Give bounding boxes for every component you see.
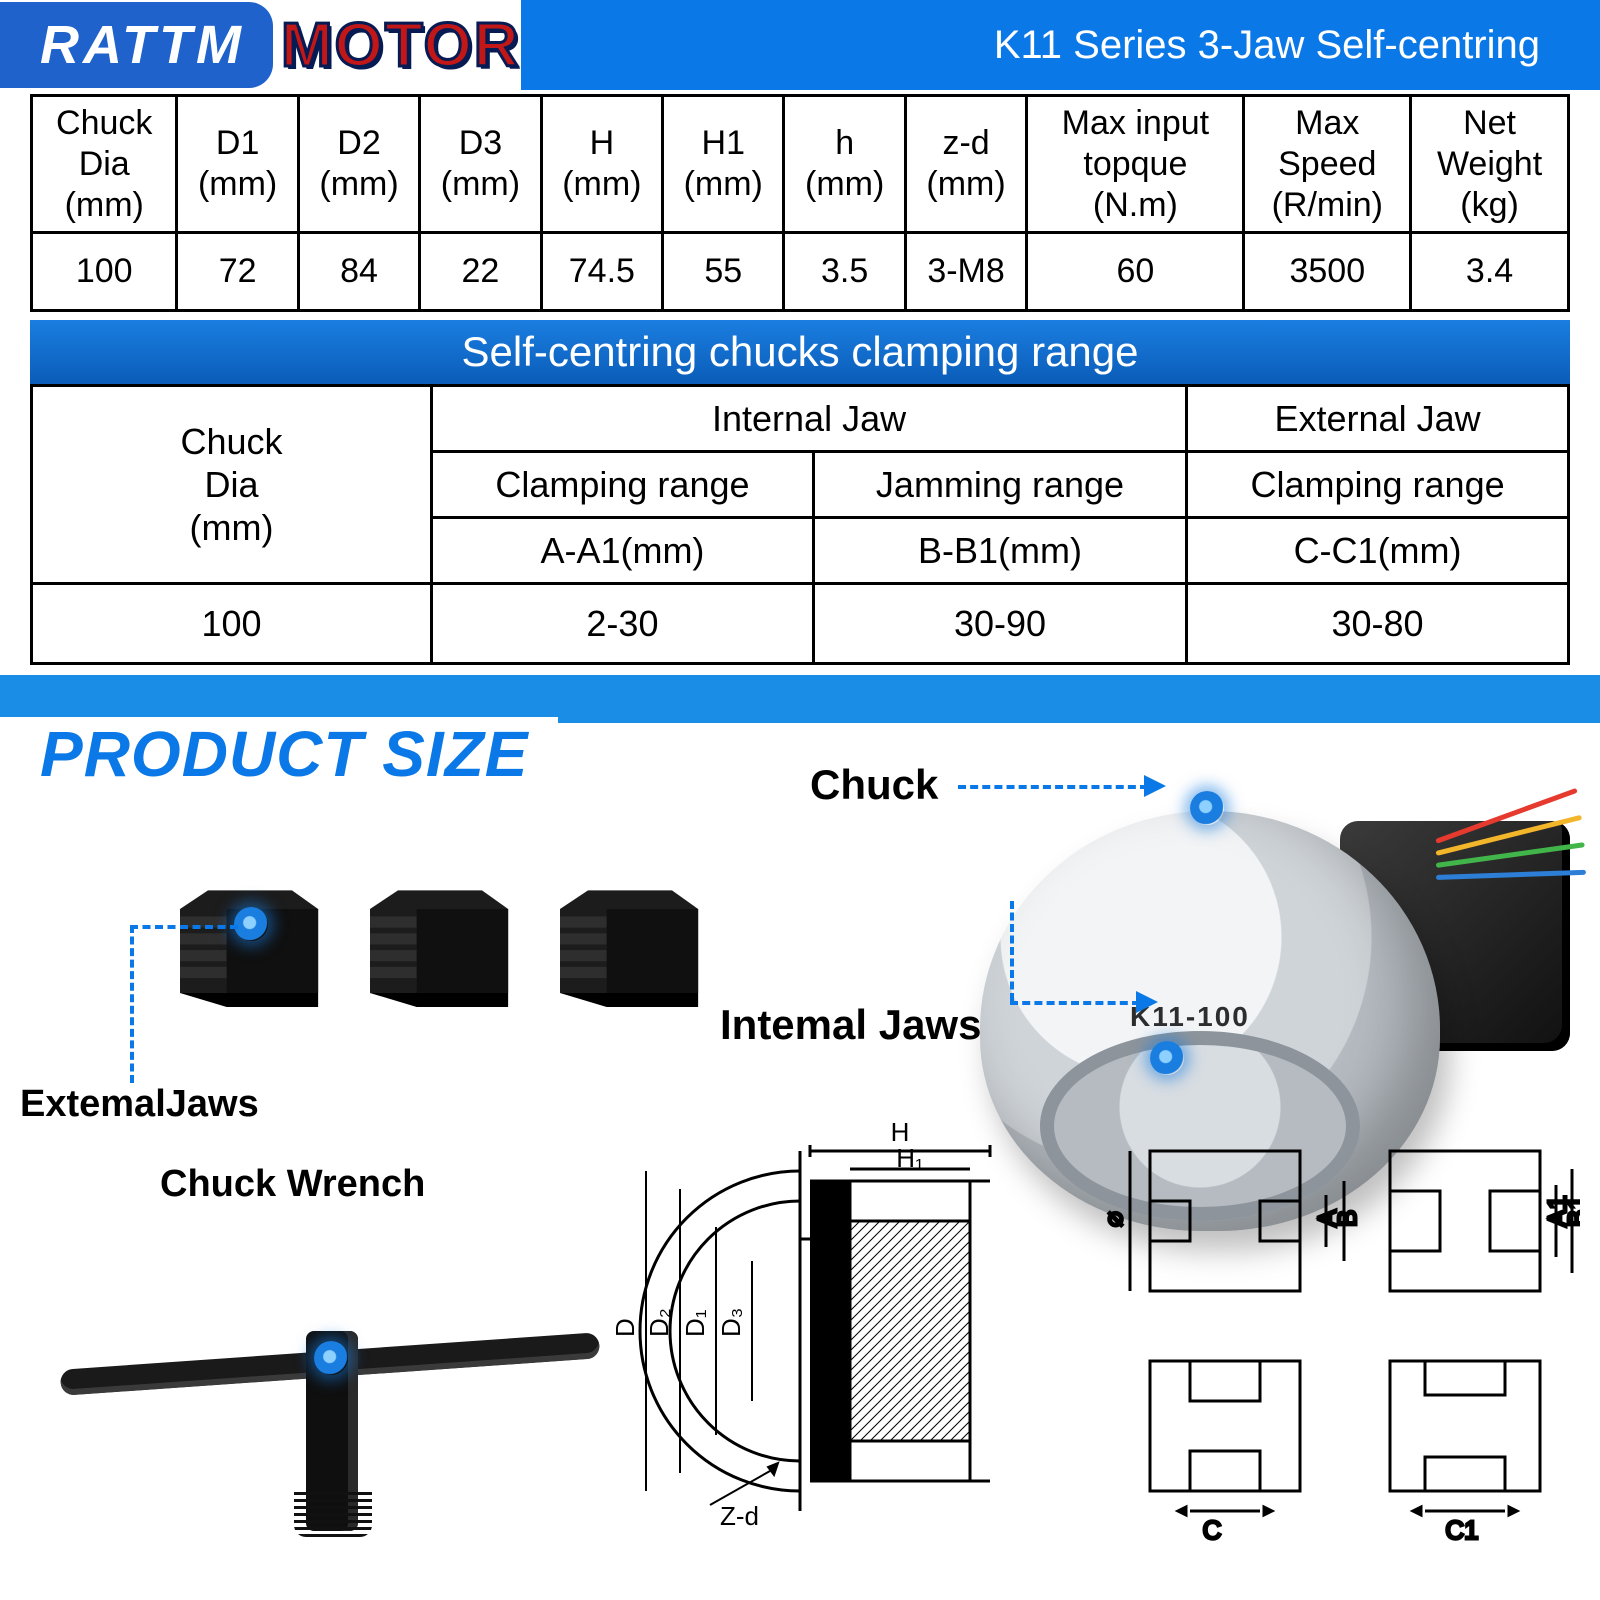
svg-text:h: h bbox=[814, 1211, 828, 1241]
spec-head: NetWeight(kg) bbox=[1411, 96, 1569, 233]
product-size-title: PRODUCT SIZE bbox=[0, 717, 558, 791]
clamp-row-chuckdia: 100 bbox=[32, 584, 432, 664]
small-jaw-diagrams: ⌀ A B A1 B1 C bbox=[1100, 1141, 1580, 1541]
svg-text:C1: C1 bbox=[1445, 1515, 1478, 1541]
spec-cell: 55 bbox=[663, 233, 784, 311]
clamp-bb1: B-B1(mm) bbox=[813, 518, 1186, 584]
brand-header: RATTM MOTOR K11 Series 3-Jaw Self-centri… bbox=[0, 0, 1600, 90]
internal-jaws-label: Intemal Jaws bbox=[720, 1001, 981, 1049]
product-size-bar bbox=[0, 675, 1600, 723]
spec-cell: 84 bbox=[298, 233, 419, 311]
clamp-chuck-dia-label: ChuckDia(mm) bbox=[32, 386, 432, 584]
spec-head: MaxSpeed(R/min) bbox=[1244, 96, 1411, 233]
external-jaws-label: ExtemalJaws bbox=[20, 1083, 259, 1126]
callout-line bbox=[130, 925, 238, 929]
spec-header-row: ChuckDia(mm) D1(mm) D2(mm) D3(mm) H(mm) … bbox=[32, 96, 1569, 233]
spec-cell: 3.4 bbox=[1411, 233, 1569, 311]
svg-text:Z-d: Z-d bbox=[720, 1501, 759, 1531]
arrow-icon bbox=[1136, 991, 1158, 1013]
svg-text:D: D bbox=[610, 1319, 640, 1338]
product-diagram-area: ExtemalJaws Chuck Wrench Chuck K11-100 I… bbox=[0, 791, 1600, 1561]
callout-line bbox=[1010, 901, 1014, 1001]
spec-cell: 60 bbox=[1027, 233, 1244, 311]
clamp-cc1: C-C1(mm) bbox=[1187, 518, 1569, 584]
external-jaw-icon bbox=[550, 881, 710, 1021]
callout-line bbox=[130, 925, 134, 1083]
spec-cell: 3500 bbox=[1244, 233, 1411, 311]
clamp-clamping-label-ext: Clamping range bbox=[1187, 452, 1569, 518]
clamp-row-aa1: 2-30 bbox=[432, 584, 814, 664]
clamp-internal-label: Internal Jaw bbox=[432, 386, 1187, 452]
spec-head: H(mm) bbox=[541, 96, 662, 233]
spec-cell: 72 bbox=[177, 233, 298, 311]
clamp-row-cc1: 30-80 bbox=[1187, 584, 1569, 664]
clamp-jamming-label: Jamming range bbox=[813, 452, 1186, 518]
clamp-aa1: A-A1(mm) bbox=[432, 518, 814, 584]
svg-text:D₃: D₃ bbox=[716, 1308, 746, 1337]
spec-head: H1(mm) bbox=[663, 96, 784, 233]
brand-motor: MOTOR bbox=[281, 10, 521, 81]
svg-text:D₂: D₂ bbox=[644, 1309, 674, 1338]
clamp-external-label: External Jaw bbox=[1187, 386, 1569, 452]
svg-text:H₁: H₁ bbox=[896, 1143, 924, 1173]
svg-text:C: C bbox=[1203, 1515, 1222, 1541]
spec-cell: 22 bbox=[420, 233, 541, 311]
spec-head: D2(mm) bbox=[298, 96, 419, 233]
cross-section-diagram: H H₁ h D D₂ D₁ D₃ Z-d bbox=[600, 1111, 1060, 1541]
external-jaw-icon bbox=[170, 881, 330, 1021]
external-jaw-icon bbox=[360, 881, 520, 1021]
spec-cell: 3-M8 bbox=[905, 233, 1026, 311]
spec-head: Max inputtopque(N.m) bbox=[1027, 96, 1244, 233]
callout-line bbox=[1010, 1001, 1140, 1005]
spec-head: D3(mm) bbox=[420, 96, 541, 233]
svg-text:D₁: D₁ bbox=[680, 1310, 710, 1338]
chuck-wrench-label: Chuck Wrench bbox=[160, 1163, 425, 1206]
clamp-row-bb1: 30-90 bbox=[813, 584, 1186, 664]
svg-text:B: B bbox=[1332, 1210, 1362, 1227]
spec-value-row: 100 72 84 22 74.5 55 3.5 3-M8 60 3500 3.… bbox=[32, 233, 1569, 311]
spec-table: ChuckDia(mm) D1(mm) D2(mm) D3(mm) H(mm) … bbox=[30, 94, 1570, 312]
spec-cell: 100 bbox=[32, 233, 177, 311]
spec-cell: 74.5 bbox=[541, 233, 662, 311]
spec-head: ChuckDia(mm) bbox=[32, 96, 177, 233]
brand-rattm: RATTM bbox=[0, 2, 273, 88]
svg-text:B1: B1 bbox=[1562, 1196, 1580, 1228]
clamping-table: ChuckDia(mm) Internal Jaw External Jaw C… bbox=[30, 384, 1570, 665]
spec-head: D1(mm) bbox=[177, 96, 298, 233]
chuck-wrench-icon bbox=[60, 1261, 600, 1541]
spec-cell: 3.5 bbox=[784, 233, 905, 311]
clamping-banner: Self-centring chucks clamping range bbox=[30, 320, 1570, 384]
svg-text:⌀: ⌀ bbox=[1100, 1212, 1128, 1228]
series-title: K11 Series 3-Jaw Self-centring bbox=[521, 0, 1600, 90]
spec-head: z-d(mm) bbox=[905, 96, 1026, 233]
clamp-clamping-label: Clamping range bbox=[432, 452, 814, 518]
spec-head: h(mm) bbox=[784, 96, 905, 233]
chuck-label: Chuck bbox=[810, 761, 938, 809]
